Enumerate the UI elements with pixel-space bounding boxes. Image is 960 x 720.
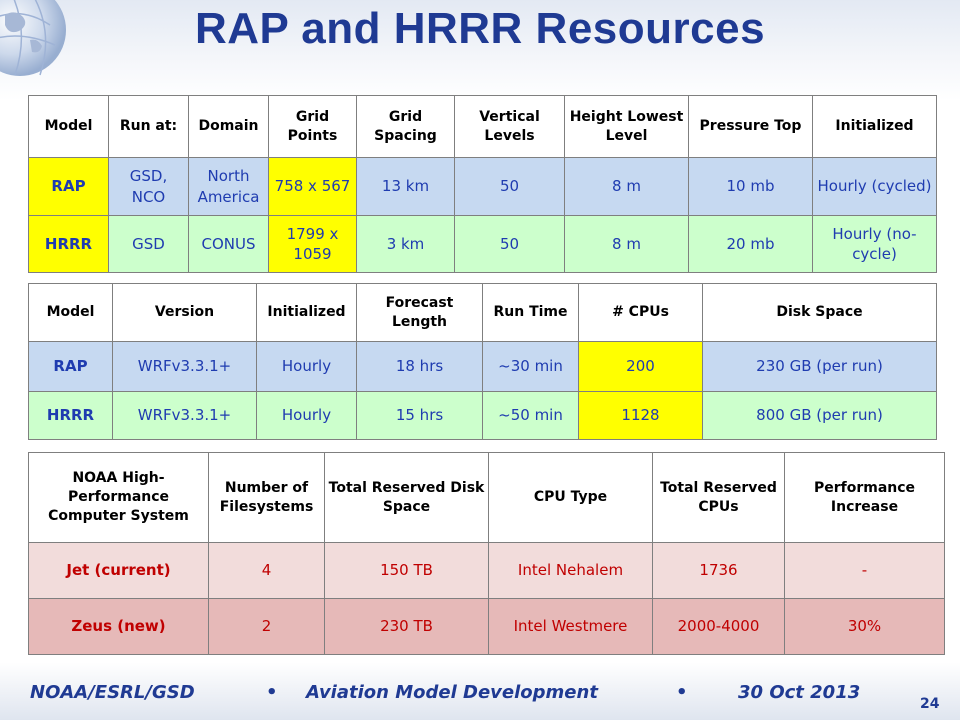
column-header: Run at: bbox=[108, 95, 189, 158]
column-header: Disk Space bbox=[702, 283, 937, 342]
table-cell: 1736 bbox=[652, 542, 785, 599]
table-cell: WRFv3.3.1+ bbox=[112, 341, 257, 392]
table-row: RAP GSD, NCO North America 758 x 567 13 … bbox=[28, 157, 937, 216]
column-header: CPU Type bbox=[488, 452, 653, 543]
column-header: Model bbox=[28, 283, 113, 342]
table-row: Zeus (new) 2 230 TB Intel Westmere 2000-… bbox=[28, 598, 945, 655]
table-cell: 13 km bbox=[356, 157, 455, 216]
column-header: Number of Filesystems bbox=[208, 452, 325, 543]
table-cell: 1799 x 1059 bbox=[268, 215, 357, 273]
column-header: Run Time bbox=[482, 283, 579, 342]
column-header: Model bbox=[28, 95, 109, 158]
model-config-table: Model Run at: Domain Grid Points Grid Sp… bbox=[28, 95, 937, 273]
table-cell: 800 GB (per run) bbox=[702, 391, 937, 440]
column-header: Grid Spacing bbox=[356, 95, 455, 158]
footer-bullet: • bbox=[266, 682, 278, 703]
table-cell: GSD, NCO bbox=[108, 157, 189, 216]
table-cell: ~50 min bbox=[482, 391, 579, 440]
table-cell: 30% bbox=[784, 598, 945, 655]
page-title: RAP and HRRR Resources bbox=[194, 4, 766, 53]
table-cell: 50 bbox=[454, 215, 565, 273]
table-cell: 1128 bbox=[578, 391, 703, 440]
column-header: Pressure Top bbox=[688, 95, 813, 158]
table-cell: 50 bbox=[454, 157, 565, 216]
run-resources-table: Model Version Initialized Forecast Lengt… bbox=[28, 283, 937, 440]
table-cell: CONUS bbox=[188, 215, 269, 273]
footer-date: 30 Oct 2013 bbox=[738, 682, 861, 703]
table-cell: ~30 min bbox=[482, 341, 579, 392]
column-header: Vertical Levels bbox=[454, 95, 565, 158]
table-cell: Zeus (new) bbox=[28, 598, 209, 655]
table-cell: Hourly bbox=[256, 341, 357, 392]
column-header: Total Reserved CPUs bbox=[652, 452, 785, 543]
table-cell: 2000-4000 bbox=[652, 598, 785, 655]
table-cell: GSD bbox=[108, 215, 189, 273]
table-cell: Hourly bbox=[256, 391, 357, 440]
footer-topic: Aviation Model Development bbox=[306, 682, 598, 703]
column-header: Initialized bbox=[256, 283, 357, 342]
column-header: Total Reserved Disk Space bbox=[324, 452, 489, 543]
table-cell: 8 m bbox=[564, 157, 689, 216]
table-header-row: Model Run at: Domain Grid Points Grid Sp… bbox=[28, 95, 937, 158]
table-header-row: Model Version Initialized Forecast Lengt… bbox=[28, 283, 937, 342]
table-cell: HRRR bbox=[28, 391, 113, 440]
footer-bullet: • bbox=[676, 682, 688, 703]
footer-org: NOAA/ESRL/GSD bbox=[30, 682, 195, 703]
column-header: Performance Increase bbox=[784, 452, 945, 543]
table-cell: 8 m bbox=[564, 215, 689, 273]
table-cell: 20 mb bbox=[688, 215, 813, 273]
table-cell: 3 km bbox=[356, 215, 455, 273]
table-cell: 10 mb bbox=[688, 157, 813, 216]
table-cell: 18 hrs bbox=[356, 341, 483, 392]
table-cell: Hourly (cycled) bbox=[812, 157, 937, 216]
table-cell: HRRR bbox=[28, 215, 109, 273]
column-header: Height Lowest Level bbox=[564, 95, 689, 158]
column-header: Domain bbox=[188, 95, 269, 158]
column-header: NOAA High-Performance Computer System bbox=[28, 452, 209, 543]
table-cell: 230 TB bbox=[324, 598, 489, 655]
table-cell: 150 TB bbox=[324, 542, 489, 599]
table-cell: Intel Westmere bbox=[488, 598, 653, 655]
column-header: Forecast Length bbox=[356, 283, 483, 342]
hpc-systems-table: NOAA High-Performance Computer System Nu… bbox=[28, 452, 945, 655]
table-cell: WRFv3.3.1+ bbox=[112, 391, 257, 440]
table-cell: 2 bbox=[208, 598, 325, 655]
table-cell: North America bbox=[188, 157, 269, 216]
table-row: RAP WRFv3.3.1+ Hourly 18 hrs ~30 min 200… bbox=[28, 341, 937, 392]
column-header: Version bbox=[112, 283, 257, 342]
table-cell: 15 hrs bbox=[356, 391, 483, 440]
table-row: Jet (current) 4 150 TB Intel Nehalem 173… bbox=[28, 542, 945, 599]
table-cell: Hourly (no-cycle) bbox=[812, 215, 937, 273]
globe-icon bbox=[0, 0, 120, 85]
table-cell: 230 GB (per run) bbox=[702, 341, 937, 392]
table-row: HRRR WRFv3.3.1+ Hourly 15 hrs ~50 min 11… bbox=[28, 391, 937, 440]
table-cell: 4 bbox=[208, 542, 325, 599]
table-header-row: NOAA High-Performance Computer System Nu… bbox=[28, 452, 945, 543]
table-cell: Intel Nehalem bbox=[488, 542, 653, 599]
table-cell: - bbox=[784, 542, 945, 599]
table-cell: RAP bbox=[28, 341, 113, 392]
table-cell: 200 bbox=[578, 341, 703, 392]
table-cell: Jet (current) bbox=[28, 542, 209, 599]
column-header: # CPUs bbox=[578, 283, 703, 342]
table-cell: RAP bbox=[28, 157, 109, 216]
page-number: 24 bbox=[920, 696, 940, 712]
footer: NOAA/ESRL/GSD • Aviation Model Developme… bbox=[0, 676, 960, 720]
table-cell: 758 x 567 bbox=[268, 157, 357, 216]
column-header: Initialized bbox=[812, 95, 937, 158]
table-row: HRRR GSD CONUS 1799 x 1059 3 km 50 8 m 2… bbox=[28, 215, 937, 273]
column-header: Grid Points bbox=[268, 95, 357, 158]
